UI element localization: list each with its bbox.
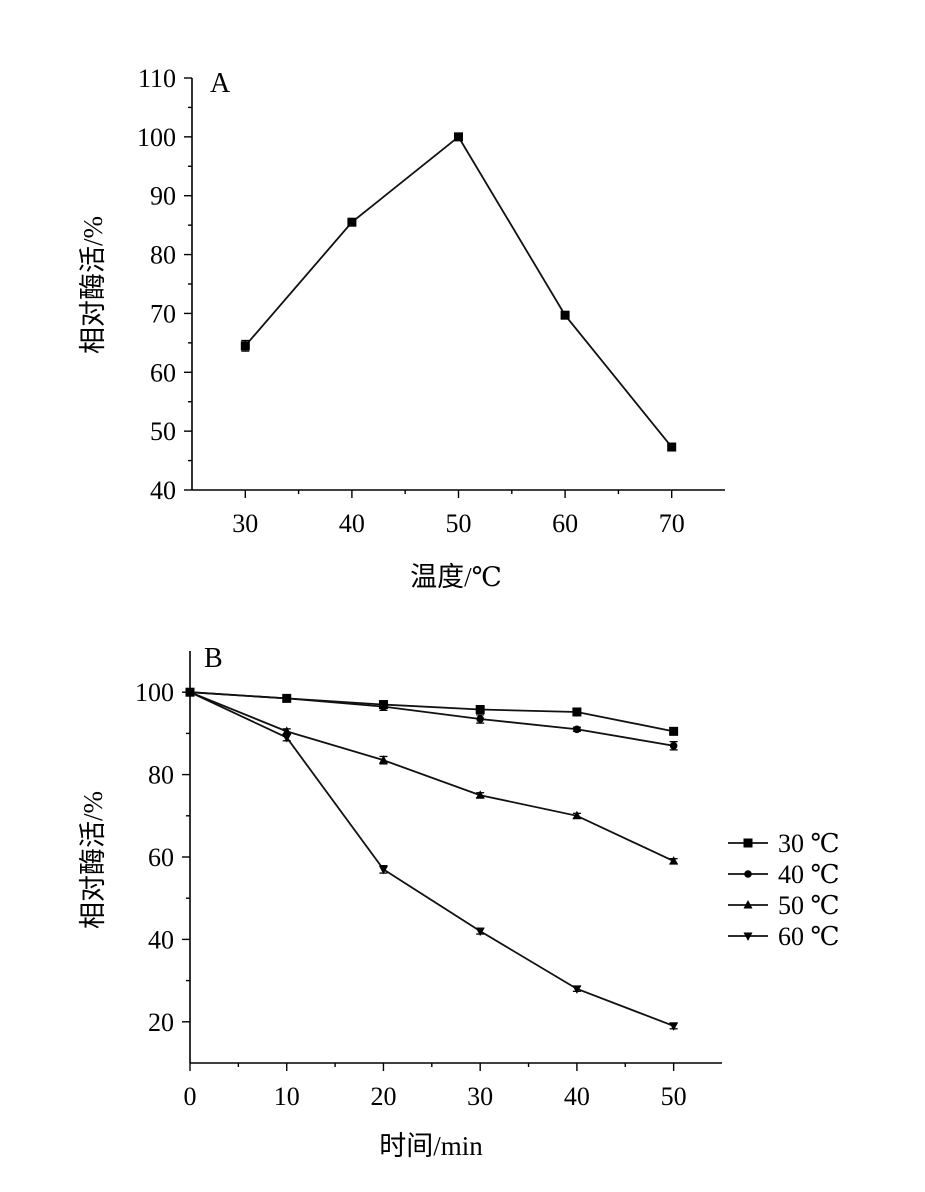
y-tick-label: 40 bbox=[148, 925, 174, 954]
data-point bbox=[560, 310, 570, 320]
data-point bbox=[378, 755, 388, 764]
x-tick-label: 60 bbox=[552, 509, 578, 538]
data-point bbox=[347, 217, 357, 227]
panel-b-y-axis-title: 相对酶活/% bbox=[78, 791, 108, 929]
y-tick-label: 110 bbox=[138, 64, 176, 93]
legend-label: 40 ℃ bbox=[778, 860, 840, 889]
x-tick-label: 10 bbox=[274, 1082, 300, 1111]
data-point bbox=[669, 726, 679, 736]
data-point bbox=[185, 688, 195, 698]
legend-label: 30 ℃ bbox=[778, 829, 840, 858]
y-tick-label: 100 bbox=[137, 123, 176, 152]
y-tick-label: 100 bbox=[135, 678, 174, 707]
data-point bbox=[282, 734, 292, 743]
x-tick-label: 20 bbox=[370, 1082, 396, 1111]
series-b-0 bbox=[185, 687, 679, 736]
data-point bbox=[282, 726, 292, 735]
panel-b: B 相对酶活/% 时间/min 20 40 60 80 100 0 10 20 30 40 50 3… bbox=[78, 643, 840, 1161]
x-tick-label: 40 bbox=[564, 1082, 590, 1111]
y-tick-label: 20 bbox=[148, 1008, 174, 1037]
series-a-0 bbox=[240, 132, 677, 452]
series-line bbox=[189, 691, 675, 862]
y-tick-label: 70 bbox=[150, 299, 176, 328]
panel-b-plot-area bbox=[185, 687, 679, 1031]
panel-a-x-axis-title: 温度/℃ bbox=[410, 562, 502, 592]
panel-b-label: B bbox=[204, 643, 223, 674]
legend-label: 60 ℃ bbox=[778, 922, 840, 951]
data-point bbox=[475, 705, 485, 715]
series-line bbox=[189, 691, 674, 1027]
y-tick-label: 80 bbox=[150, 241, 176, 270]
data-point bbox=[669, 856, 679, 865]
x-tick-label: 40 bbox=[339, 509, 365, 538]
panel-a-axes: 40 50 60 70 80 90 100 110 30 40 50 60 70 bbox=[137, 64, 725, 538]
data-point bbox=[475, 927, 485, 937]
data-point bbox=[669, 1022, 679, 1031]
data-point bbox=[476, 715, 484, 723]
data-point bbox=[572, 707, 582, 717]
series-line bbox=[244, 135, 673, 448]
x-tick-label: 50 bbox=[446, 509, 472, 538]
series-line bbox=[189, 691, 674, 747]
panel-a-plot-area bbox=[240, 132, 677, 452]
x-tick-label: 70 bbox=[659, 509, 685, 538]
data-point bbox=[667, 442, 677, 452]
x-tick-label: 30 bbox=[467, 1082, 493, 1111]
legend-marker bbox=[743, 838, 753, 848]
panel-b-x-axis-title: 时间/min bbox=[379, 1131, 483, 1161]
y-tick-label: 40 bbox=[150, 476, 176, 505]
panel-a-y-axis-title: 相对酶活/% bbox=[78, 216, 108, 354]
series-b-1 bbox=[186, 688, 678, 751]
data-point bbox=[379, 702, 388, 711]
panel-a-label: A bbox=[210, 68, 231, 99]
series-b-3 bbox=[185, 688, 679, 1031]
data-point bbox=[240, 341, 250, 351]
y-tick-label: 90 bbox=[150, 182, 176, 211]
data-point bbox=[378, 865, 388, 875]
data-point bbox=[454, 132, 463, 142]
legend-label: 50 ℃ bbox=[778, 891, 840, 920]
legend-marker bbox=[743, 900, 753, 909]
data-point bbox=[573, 725, 581, 734]
data-point bbox=[572, 810, 582, 820]
legend-marker bbox=[744, 870, 752, 878]
data-point bbox=[572, 985, 582, 994]
y-tick-label: 50 bbox=[150, 417, 176, 446]
y-tick-label: 80 bbox=[148, 761, 174, 790]
data-point bbox=[282, 694, 291, 703]
panel-b-legend: 30 ℃40 ℃50 ℃60 ℃ bbox=[728, 829, 840, 951]
panel-b-axes: 20 40 60 80 100 0 10 20 30 40 50 bbox=[135, 651, 722, 1111]
x-tick-label: 50 bbox=[661, 1082, 687, 1111]
panel-a: A 相对酶活/% 温度/℃ 40 50 60 70 80 90 100 110 30 40 50 60… bbox=[78, 64, 725, 592]
y-tick-label: 60 bbox=[150, 358, 176, 387]
series-b-2 bbox=[185, 687, 679, 865]
x-tick-label: 30 bbox=[232, 509, 258, 538]
x-tick-label: 0 bbox=[184, 1082, 197, 1111]
data-point bbox=[669, 741, 678, 750]
data-point bbox=[475, 790, 485, 799]
legend-marker bbox=[743, 932, 753, 941]
y-tick-label: 60 bbox=[148, 843, 174, 872]
